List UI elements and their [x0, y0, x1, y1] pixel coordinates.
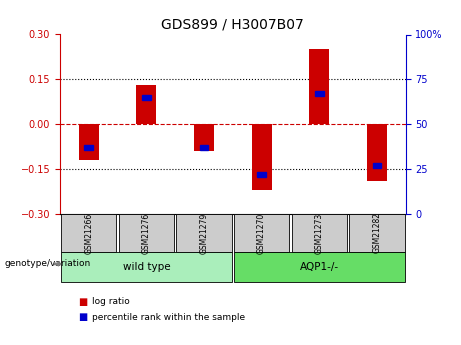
Bar — [234, 214, 290, 252]
Bar — [118, 214, 174, 252]
Text: wild type: wild type — [123, 262, 170, 272]
Bar — [367, 124, 387, 181]
Text: log ratio: log ratio — [92, 297, 130, 306]
Bar — [142, 95, 151, 100]
Title: GDS899 / H3007B07: GDS899 / H3007B07 — [161, 18, 304, 32]
Text: GSM21276: GSM21276 — [142, 212, 151, 254]
Bar — [136, 85, 156, 124]
Bar — [194, 124, 214, 151]
Bar — [291, 214, 347, 252]
Bar — [252, 124, 272, 190]
Bar — [79, 124, 99, 160]
Bar — [176, 214, 231, 252]
Bar — [257, 172, 266, 177]
Text: genotype/variation: genotype/variation — [5, 259, 91, 268]
Bar — [234, 252, 405, 282]
Bar — [200, 145, 208, 150]
Bar — [84, 145, 93, 150]
Bar — [61, 214, 116, 252]
Bar — [315, 91, 324, 96]
Text: GSM21266: GSM21266 — [84, 212, 93, 254]
Bar — [61, 252, 231, 282]
Text: GSM21270: GSM21270 — [257, 212, 266, 254]
Text: ■: ■ — [78, 313, 88, 322]
Bar — [372, 163, 381, 168]
Text: percentile rank within the sample: percentile rank within the sample — [92, 313, 245, 322]
Text: ■: ■ — [78, 297, 88, 307]
Text: AQP1-/-: AQP1-/- — [300, 262, 339, 272]
Bar — [309, 49, 329, 124]
Text: GSM21273: GSM21273 — [315, 212, 324, 254]
Text: GSM21279: GSM21279 — [200, 212, 208, 254]
Bar — [349, 214, 405, 252]
Text: GSM21282: GSM21282 — [372, 213, 381, 253]
